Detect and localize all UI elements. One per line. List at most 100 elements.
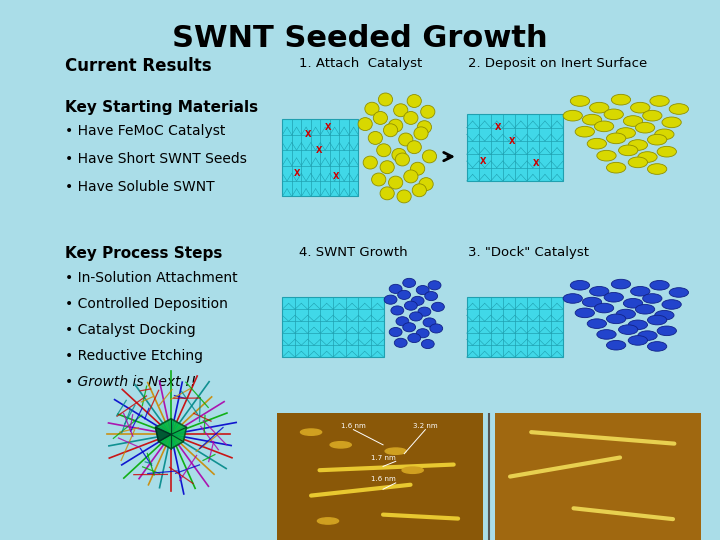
Circle shape — [588, 319, 606, 328]
Circle shape — [590, 103, 609, 113]
Circle shape — [425, 292, 438, 301]
Text: X: X — [495, 123, 501, 132]
Circle shape — [647, 315, 667, 325]
Circle shape — [396, 316, 409, 326]
Circle shape — [380, 187, 395, 200]
Circle shape — [636, 123, 654, 133]
Circle shape — [399, 133, 413, 146]
Circle shape — [330, 442, 351, 448]
Circle shape — [643, 294, 662, 303]
Circle shape — [636, 305, 654, 314]
Circle shape — [373, 111, 387, 124]
Circle shape — [410, 162, 425, 175]
Circle shape — [368, 131, 382, 144]
Circle shape — [650, 280, 669, 290]
Circle shape — [628, 320, 647, 329]
Bar — [282, 119, 359, 197]
Circle shape — [418, 307, 431, 316]
Text: Current Results: Current Results — [65, 57, 212, 75]
Circle shape — [582, 114, 602, 125]
Bar — [495, 413, 701, 540]
Text: 1.7 nm: 1.7 nm — [371, 455, 395, 461]
Circle shape — [402, 278, 415, 287]
Text: • Catalyst Docking: • Catalyst Docking — [65, 323, 196, 337]
Circle shape — [570, 280, 590, 290]
Circle shape — [365, 102, 379, 115]
Polygon shape — [156, 418, 186, 449]
Circle shape — [657, 326, 677, 336]
Text: X: X — [480, 157, 487, 166]
Circle shape — [647, 164, 667, 174]
Circle shape — [597, 329, 616, 339]
Text: Key Process Steps: Key Process Steps — [65, 246, 222, 261]
Text: X: X — [534, 159, 540, 168]
Circle shape — [595, 121, 613, 132]
Circle shape — [395, 338, 407, 347]
Bar — [282, 297, 384, 357]
Circle shape — [414, 127, 428, 140]
Circle shape — [647, 134, 667, 145]
Circle shape — [575, 126, 595, 137]
Circle shape — [385, 448, 406, 454]
Text: 2. Deposit on Inert Surface: 2. Deposit on Inert Surface — [468, 57, 647, 70]
Circle shape — [416, 329, 429, 338]
Circle shape — [654, 310, 674, 320]
Circle shape — [384, 295, 397, 304]
Circle shape — [604, 293, 624, 302]
Text: 1. Attach  Catalyst: 1. Attach Catalyst — [299, 57, 422, 70]
Circle shape — [420, 105, 435, 118]
Circle shape — [604, 109, 624, 120]
Circle shape — [407, 94, 421, 107]
Circle shape — [421, 340, 434, 349]
Circle shape — [300, 429, 322, 435]
Circle shape — [618, 145, 638, 156]
Circle shape — [657, 146, 677, 157]
Text: 4. SWNT Growth: 4. SWNT Growth — [299, 246, 408, 259]
Circle shape — [363, 156, 377, 169]
Circle shape — [588, 138, 606, 149]
Circle shape — [405, 301, 418, 310]
Circle shape — [407, 141, 421, 154]
Circle shape — [669, 104, 688, 114]
Circle shape — [606, 340, 626, 350]
Text: Key Starting Materials: Key Starting Materials — [65, 100, 258, 115]
Circle shape — [618, 325, 638, 334]
Circle shape — [624, 299, 643, 308]
Circle shape — [380, 161, 395, 174]
Circle shape — [419, 178, 433, 191]
Circle shape — [402, 467, 423, 474]
Circle shape — [628, 140, 647, 150]
Circle shape — [318, 518, 338, 524]
Circle shape — [628, 157, 647, 168]
Circle shape — [563, 110, 582, 121]
Circle shape — [408, 334, 420, 342]
Text: X: X — [305, 130, 311, 139]
Circle shape — [395, 153, 410, 166]
Circle shape — [654, 129, 674, 140]
Circle shape — [413, 184, 426, 197]
Circle shape — [410, 312, 423, 321]
Circle shape — [662, 300, 681, 309]
Circle shape — [389, 119, 402, 132]
Circle shape — [575, 308, 595, 318]
Circle shape — [431, 302, 444, 312]
Circle shape — [397, 291, 410, 299]
Circle shape — [418, 121, 431, 133]
Circle shape — [606, 133, 626, 144]
Circle shape — [669, 288, 688, 297]
Circle shape — [638, 152, 657, 163]
Text: • Growth is Next !!: • Growth is Next !! — [65, 375, 196, 389]
Circle shape — [595, 303, 613, 313]
Text: • Reductive Etching: • Reductive Etching — [65, 349, 203, 363]
Text: • Have Short SWNT Seeds: • Have Short SWNT Seeds — [65, 152, 247, 166]
Circle shape — [606, 163, 626, 173]
Circle shape — [404, 170, 418, 183]
Circle shape — [390, 327, 402, 336]
Text: • Have Soluble SWNT: • Have Soluble SWNT — [65, 180, 215, 194]
Circle shape — [423, 318, 436, 327]
Circle shape — [430, 324, 443, 333]
Circle shape — [391, 306, 404, 315]
Circle shape — [638, 331, 657, 340]
Circle shape — [411, 296, 424, 306]
Circle shape — [624, 116, 643, 126]
